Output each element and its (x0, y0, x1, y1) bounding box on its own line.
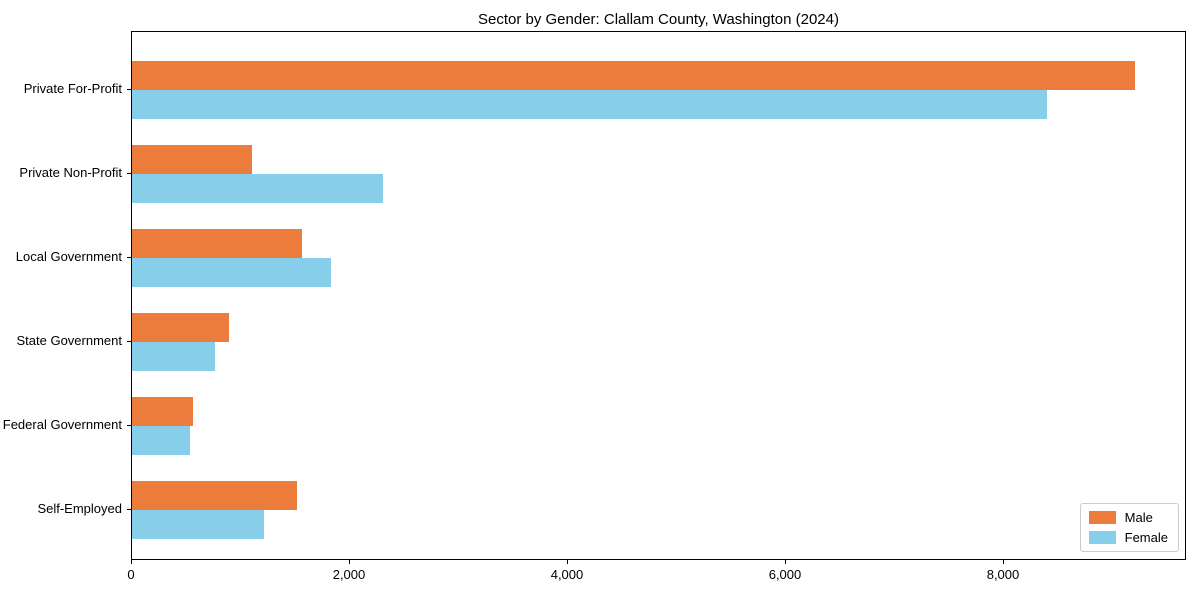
bar-female-federal-government (132, 426, 190, 455)
plot-area: Male Female (131, 31, 1186, 560)
bar-female-private-non-profit (132, 174, 383, 203)
x-axis-label-8000: 8,000 (986, 567, 1020, 582)
bar-male-federal-government (132, 397, 193, 426)
x-tick-mark (785, 560, 786, 564)
y-tick-mark (127, 89, 131, 90)
y-axis-label-state-government: State Government (16, 333, 123, 348)
x-tick-mark (131, 560, 132, 564)
y-tick-mark (127, 173, 131, 174)
y-tick-mark (127, 509, 131, 510)
y-tick-mark (127, 425, 131, 426)
male-legend-label: Male (1124, 510, 1153, 525)
bar-male-state-government (132, 313, 229, 342)
bar-male-local-government (132, 229, 302, 258)
bar-male-self-employed (132, 481, 297, 510)
y-axis-label-federal-government: Federal Government (2, 417, 122, 432)
chart-title: Sector by Gender: Clallam County, Washin… (477, 11, 839, 28)
x-axis-label-6000: 6,000 (768, 567, 802, 582)
bar-female-local-government (132, 258, 331, 287)
legend-item-male: Male (1088, 510, 1168, 525)
y-axis-label-local-government: Local Government (15, 249, 122, 264)
bar-female-self-employed (132, 510, 264, 539)
bar-female-state-government (132, 342, 215, 371)
y-tick-mark (127, 257, 131, 258)
legend: Male Female (1079, 503, 1179, 552)
y-axis-label-private-for-profit: Private For-Profit (23, 81, 122, 96)
x-axis-label-2000: 2,000 (332, 567, 366, 582)
female-legend-swatch (1088, 531, 1116, 544)
x-tick-mark (567, 560, 568, 564)
y-axis-label-private-non-profit: Private Non-Profit (19, 165, 122, 180)
bar-female-private-for-profit (132, 90, 1047, 119)
legend-item-female: Female (1088, 530, 1168, 545)
bar-male-private-for-profit (132, 61, 1135, 90)
y-tick-mark (127, 341, 131, 342)
x-axis-label-4000: 4,000 (550, 567, 584, 582)
y-axis-label-self-employed: Self-Employed (37, 501, 122, 516)
female-legend-label: Female (1124, 530, 1168, 545)
x-tick-mark (349, 560, 350, 564)
x-tick-mark (1003, 560, 1004, 564)
bar-male-private-non-profit (132, 145, 252, 174)
male-legend-swatch (1088, 511, 1116, 524)
x-axis-label-0: 0 (127, 567, 135, 582)
